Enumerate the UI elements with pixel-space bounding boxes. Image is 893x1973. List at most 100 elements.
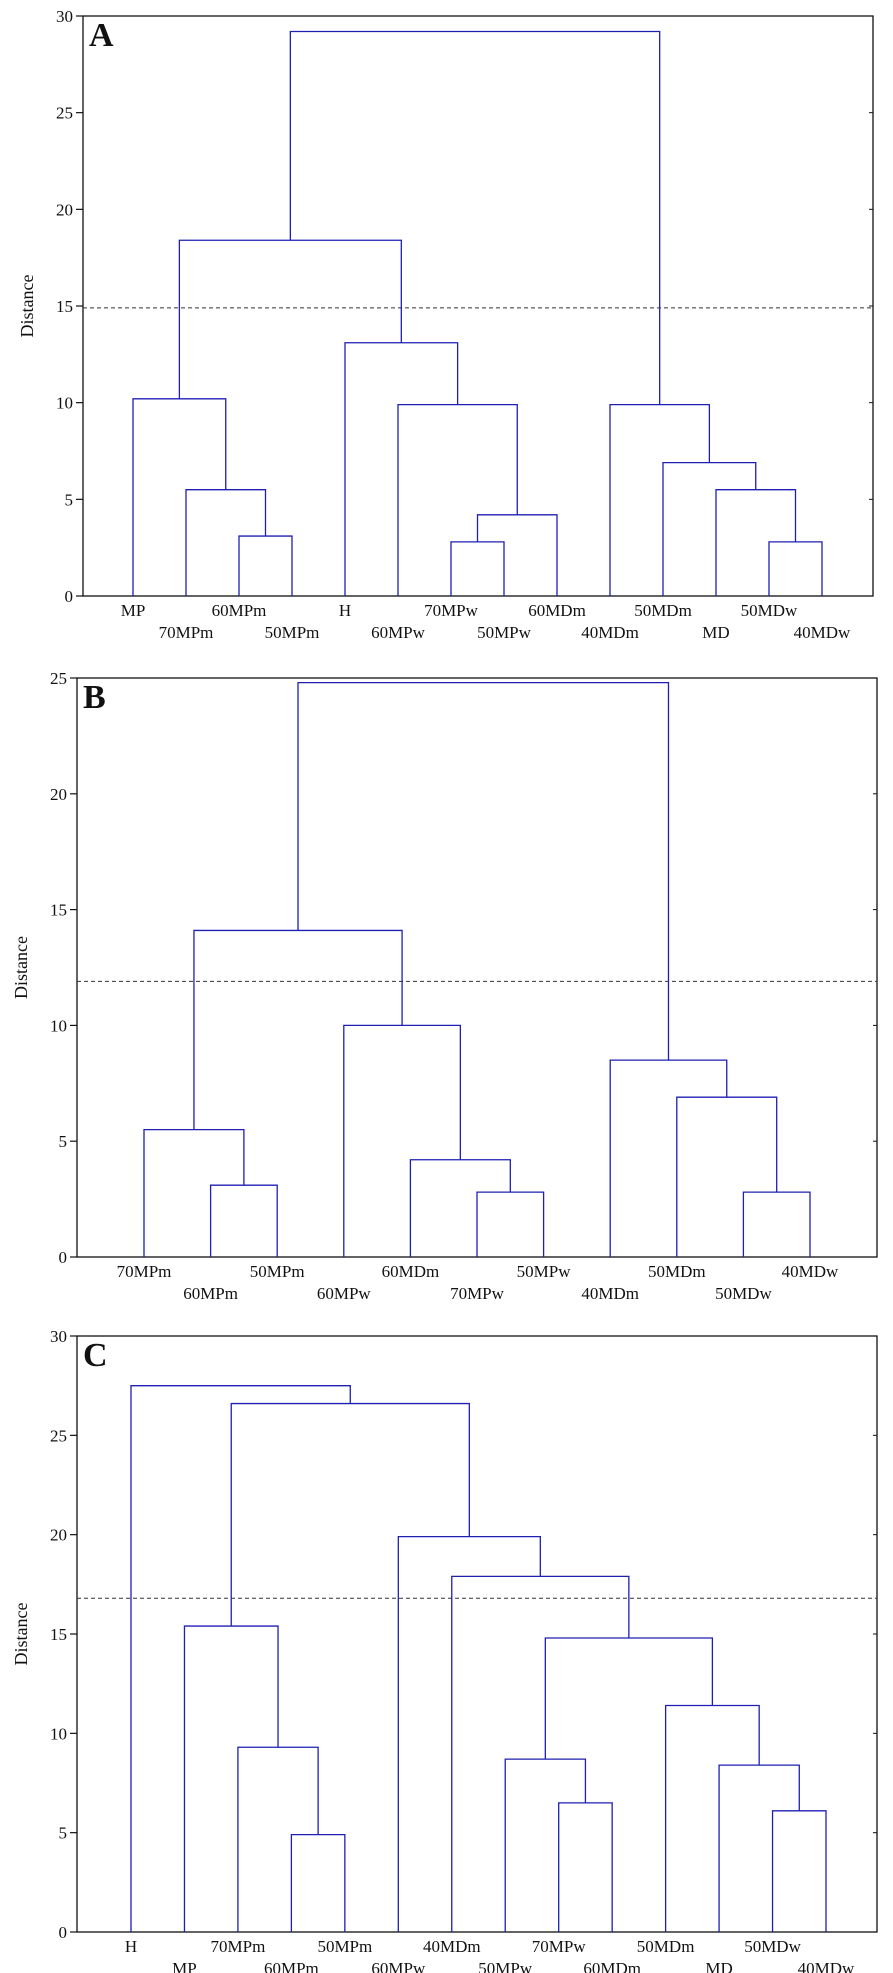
- dendrogram-link-8: [664, 1704, 760, 1932]
- leaf-label: MD: [705, 1959, 732, 1973]
- y-axis-title: Distance: [11, 1603, 31, 1666]
- leaf-label: 70MPm: [211, 1937, 266, 1956]
- leaf-label: 50MDm: [637, 1937, 695, 1956]
- plot-frame: [76, 1335, 878, 1933]
- y-tick-label: 25: [50, 669, 67, 688]
- leaf-label: 60MDm: [583, 1959, 641, 1973]
- dendrogram-link-7: [718, 1764, 800, 1932]
- y-axis-title: Distance: [17, 275, 37, 338]
- leaf-label: 50MPw: [477, 623, 532, 642]
- leaf-label: 50MDw: [741, 601, 798, 620]
- dendrogram-link-13: [130, 1385, 351, 1932]
- leaf-label: H: [339, 601, 351, 620]
- y-tick-label: 5: [59, 1824, 68, 1843]
- leaf-label: 70MPw: [450, 1284, 505, 1303]
- leaf-label: 70MPm: [159, 623, 214, 642]
- leaf-label: 70MPm: [117, 1262, 172, 1281]
- leaf-label: 50MPm: [265, 623, 320, 642]
- dendrogram-link-10: [344, 342, 459, 596]
- y-tick-label: 10: [50, 1016, 67, 1035]
- dendrogram-link-6: [771, 1810, 827, 1932]
- dendrogram-link-1: [209, 1184, 278, 1257]
- y-tick-label: 0: [59, 1248, 68, 1267]
- y-tick-label: 5: [65, 490, 74, 509]
- leaf-label: 40MDw: [794, 623, 851, 642]
- dendrogram-link-11: [609, 403, 711, 596]
- dendrogram-link-10: [451, 1575, 630, 1932]
- dendrogram-link-2: [237, 1746, 319, 1932]
- dendrogram-panel-c: 0 5 10 15 20 25 30 Distance C H MP 70MPm 60MPm 50MPm 6…: [11, 1327, 878, 1973]
- leaf-label: 40MDm: [423, 1937, 481, 1956]
- leaf-label: 60MPm: [212, 601, 267, 620]
- dendrogram-link-5: [409, 1159, 511, 1257]
- y-tick-label: 15: [50, 901, 67, 920]
- panel-letter: A: [89, 17, 114, 54]
- plot-frame: [82, 15, 874, 597]
- dendrogram-link-7: [343, 1024, 461, 1257]
- dendrogram-link-2: [476, 1191, 545, 1257]
- y-tick-label: 15: [50, 1625, 67, 1644]
- y-tick-label: 0: [59, 1923, 68, 1942]
- y-tick-label: 15: [56, 297, 73, 316]
- dendrogram-link-13: [289, 30, 661, 405]
- dendrogram-link-8: [397, 403, 518, 596]
- leaf-label: MD: [702, 623, 729, 642]
- dendrogram-link-6: [676, 1096, 778, 1257]
- leaf-label: 50MPw: [478, 1959, 533, 1973]
- leaf-label: 60MPw: [317, 1284, 372, 1303]
- y-tick-label: 10: [56, 394, 73, 413]
- y-tick-label: 25: [56, 104, 73, 123]
- dendrogram-link-3: [183, 1625, 279, 1932]
- y-axis-title: Distance: [11, 936, 31, 999]
- panel-letter: B: [83, 679, 106, 716]
- y-tick-label: 20: [56, 200, 73, 219]
- dendrogram-link-4: [558, 1802, 613, 1932]
- leaf-label: 50MDm: [648, 1262, 706, 1281]
- dendrogram-link-3: [768, 541, 823, 596]
- dendrogram-link-12: [178, 239, 402, 399]
- leaf-label: 70MPw: [424, 601, 479, 620]
- leaf-label: 50MPm: [250, 1262, 305, 1281]
- leaf-label: 50MPm: [317, 1937, 372, 1956]
- leaf-label: 40MDw: [798, 1959, 855, 1973]
- leaf-label: 40MDm: [581, 623, 639, 642]
- dendrogram-link-11: [397, 1536, 541, 1932]
- y-tick-label: 5: [59, 1132, 68, 1151]
- y-tick-label: 30: [56, 7, 73, 26]
- leaf-label: 50MDm: [634, 601, 692, 620]
- dendrogram-link-3: [742, 1191, 811, 1257]
- leaf-label: 40MDw: [782, 1262, 839, 1281]
- y-tick-label: 25: [50, 1426, 67, 1445]
- leaf-label: 60MDm: [382, 1262, 440, 1281]
- dendrogram-link-8: [609, 1059, 728, 1257]
- dendrogram-link-1: [290, 1834, 346, 1932]
- leaf-label: 50MPw: [517, 1262, 572, 1281]
- leaf-label: 60MPw: [371, 623, 426, 642]
- leaf-label: 60MPm: [264, 1959, 319, 1973]
- leaf-label: 70MPw: [532, 1937, 587, 1956]
- leaf-label: 60MPm: [183, 1284, 238, 1303]
- dendrogram-panel-b: 0 5 10 15 20 25 Distance B 70MPm 60MPm 50MPm 60MPw 6…: [11, 669, 878, 1303]
- y-tick-label: 0: [65, 587, 74, 606]
- dendrogram-link-9: [544, 1637, 714, 1760]
- panel-letter: C: [83, 1337, 108, 1374]
- dendrogram-link-9: [193, 929, 403, 1130]
- dendrogram-link-5: [476, 514, 558, 596]
- dendrogram-link-4: [143, 1128, 245, 1257]
- dendrogram-link-12: [230, 1402, 470, 1627]
- dendrogram-panel-a: 0 5 10 15 20 25 30 Distance A MP 70MPm 60MPm 50MPm H 6…: [17, 7, 874, 642]
- dendrogram-link-2: [450, 541, 505, 596]
- plot-frame: [76, 677, 878, 1258]
- leaf-label: 60MPw: [371, 1959, 426, 1973]
- dendrogram-link-7: [132, 398, 227, 596]
- leaf-label: MP: [172, 1959, 197, 1973]
- dendrogram-link-1: [238, 535, 293, 596]
- leaf-label: 60MDm: [528, 601, 586, 620]
- leaf-label: 50MDw: [715, 1284, 772, 1303]
- leaf-label: MP: [121, 601, 146, 620]
- leaf-label: H: [125, 1937, 137, 1956]
- y-tick-label: 20: [50, 785, 67, 804]
- y-tick-label: 30: [50, 1327, 67, 1346]
- dendrogram-link-6: [715, 489, 797, 596]
